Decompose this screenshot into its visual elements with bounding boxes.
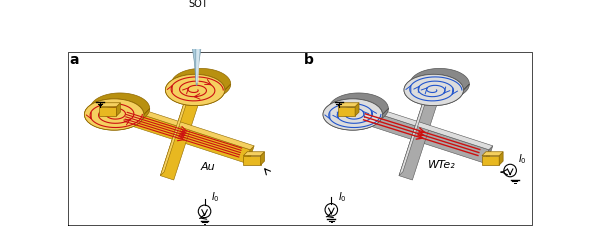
Polygon shape [244,156,260,165]
Polygon shape [244,152,265,156]
Polygon shape [404,68,469,106]
Polygon shape [112,106,250,163]
Ellipse shape [404,74,463,106]
Polygon shape [189,19,205,85]
Ellipse shape [323,99,382,130]
Polygon shape [355,102,493,150]
Polygon shape [338,103,359,107]
Polygon shape [116,103,121,116]
Polygon shape [166,68,230,106]
Polygon shape [99,103,121,107]
Polygon shape [485,146,493,163]
Polygon shape [99,107,116,116]
Polygon shape [399,89,440,180]
Text: $I_0$: $I_0$ [338,190,346,204]
Polygon shape [116,102,254,150]
Polygon shape [160,89,202,180]
Polygon shape [355,103,359,116]
Text: SOT: SOT [188,0,208,9]
Text: b: b [304,53,314,67]
Text: WTe₂: WTe₂ [428,160,455,170]
Polygon shape [323,93,388,130]
Text: $I_0$: $I_0$ [518,153,527,166]
Polygon shape [260,152,265,165]
Ellipse shape [85,99,144,130]
Polygon shape [482,152,503,156]
Polygon shape [499,152,503,165]
Polygon shape [350,106,489,163]
Ellipse shape [189,16,205,21]
Ellipse shape [177,81,213,99]
Polygon shape [160,85,193,176]
Text: a: a [69,53,79,67]
Ellipse shape [166,74,225,106]
Polygon shape [482,156,499,165]
Polygon shape [188,85,206,94]
Polygon shape [338,107,355,116]
Polygon shape [85,93,150,130]
Polygon shape [399,85,431,176]
Text: $I_0$: $I_0$ [211,190,220,204]
Polygon shape [427,85,445,94]
Polygon shape [246,146,254,163]
Text: Au: Au [200,162,215,172]
